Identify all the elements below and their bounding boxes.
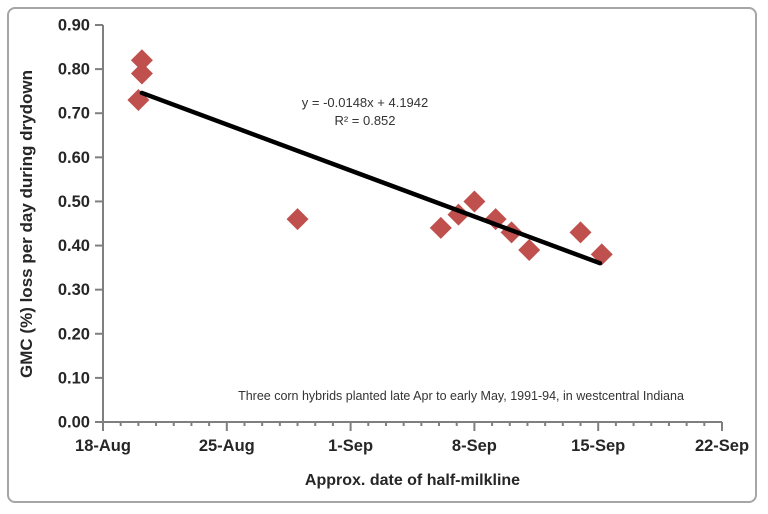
data-point-marker bbox=[130, 62, 153, 85]
trendline-r-squared: R² = 0.852 bbox=[334, 113, 396, 129]
y-tick-label: 0.20 bbox=[58, 325, 90, 343]
y-axis-title: GMC (%) loss per day during drydown bbox=[17, 70, 36, 378]
data-point-marker bbox=[286, 208, 309, 231]
y-tick-label: 0.00 bbox=[58, 414, 90, 432]
y-tick-label: 0.50 bbox=[58, 193, 90, 211]
x-axis-title: Approx. date of half-milkline bbox=[304, 472, 521, 489]
trendline-equation-line1: y = -0.0148x + 4.1942 bbox=[301, 95, 429, 110]
y-tick-label: 0.80 bbox=[58, 61, 90, 79]
x-tick-label: 18-Aug bbox=[75, 437, 131, 455]
x-tick-label: 15-Sep bbox=[571, 437, 625, 455]
x-tick-label: 22-Sep bbox=[695, 437, 749, 455]
y-tick-label: 0.70 bbox=[58, 105, 90, 123]
x-tick-label: 1-Sep bbox=[328, 437, 373, 455]
data-point-marker bbox=[569, 221, 592, 244]
x-tick-label: 25-Aug bbox=[199, 437, 255, 455]
y-tick-label: 0.40 bbox=[58, 237, 90, 255]
x-tick-label: 8-Sep bbox=[452, 437, 497, 455]
y-tick-label: 0.90 bbox=[58, 17, 90, 35]
chart-annotation: Three corn hybrids planted late Apr to e… bbox=[238, 389, 684, 403]
trendline bbox=[139, 90, 603, 266]
trendline-equation: y = -0.0148x + 4.1942 R² = 0.852 bbox=[265, 94, 465, 130]
y-tick-label: 0.10 bbox=[58, 369, 90, 387]
y-tick-label: 0.30 bbox=[58, 281, 90, 299]
data-point-marker bbox=[463, 190, 486, 213]
data-point-marker bbox=[130, 49, 153, 72]
y-tick-label: 0.60 bbox=[58, 149, 90, 167]
data-point-marker bbox=[429, 216, 452, 239]
data-point-marker bbox=[518, 238, 541, 261]
